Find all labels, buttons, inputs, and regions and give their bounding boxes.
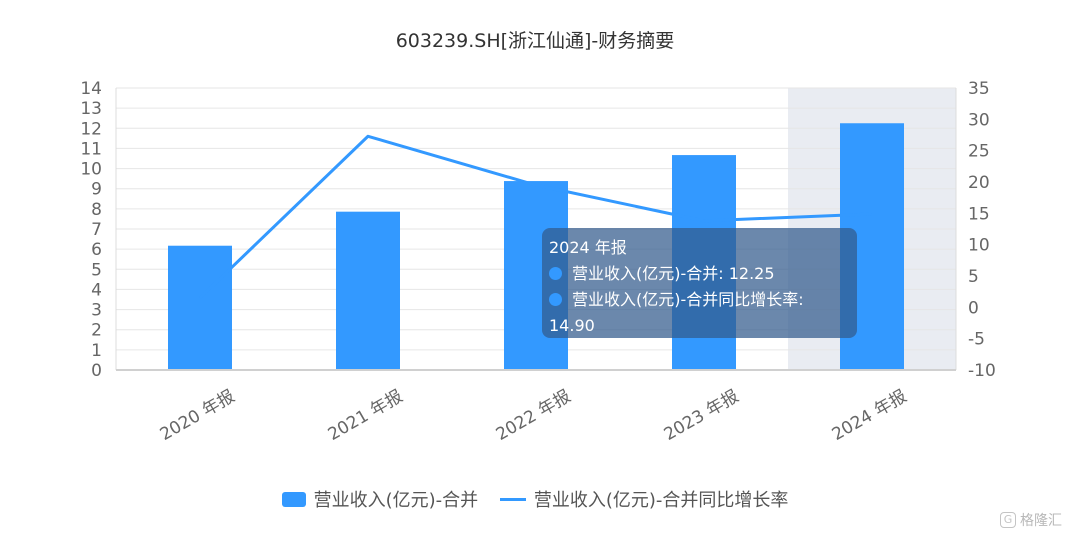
x-tick-label: 2021 年报 [325,386,407,445]
left-tick-label: 7 [91,220,102,240]
left-tick-label: 8 [91,200,102,220]
right-tick-label: 20 [968,173,990,193]
left-tick-label: 13 [80,99,102,119]
bar [168,245,232,370]
chart-title: 603239.SH[浙江仙通]-财务摘要 [395,30,675,52]
x-tick-label: 2020 年报 [157,386,239,445]
right-tick-label: -10 [968,361,996,381]
bar [336,211,400,370]
left-tick-label: 6 [91,240,102,260]
tooltip-line-marker-icon [549,293,562,306]
left-tick-label: 5 [91,260,102,280]
left-tick-label: 4 [91,280,102,300]
tooltip-bar-marker-icon [549,267,562,280]
tooltip-line-value: 14.90 [549,316,595,335]
legend-bar-swatch-icon [281,492,306,507]
tooltip-title: 2024 年报 [549,238,627,257]
x-tick-label: 2023 年报 [661,386,743,445]
left-tick-label: 10 [80,160,102,180]
right-tick-label: -5 [968,330,985,350]
right-tick-label: 5 [968,267,979,287]
right-tick-label: 35 [968,79,990,99]
watermark-logo-icon: G [1000,512,1016,528]
tooltip: 2024 年报 营业收入(亿元)-合并: 12.25 营业收入(亿元)-合并同比… [542,228,857,338]
left-tick-label: 11 [80,139,102,159]
left-tick-label: 0 [91,361,102,381]
watermark: G 格隆汇 [1000,510,1062,530]
legend-line-label: 营业收入(亿元)-合并同比增长率 [533,490,789,511]
left-tick-label: 2 [91,321,102,341]
legend-line-swatch-icon [499,498,526,501]
tooltip-line-label: 营业收入(亿元)-合并同比增长率: [572,290,804,309]
watermark-text: 格隆汇 [1020,513,1062,529]
x-tick-label: 2022 年报 [493,386,575,445]
left-tick-label: 3 [91,301,102,321]
right-tick-label: 15 [968,204,990,224]
legend: 营业收入(亿元)-合并 营业收入(亿元)-合并同比增长率 [0,486,1070,512]
legend-item-revenue[interactable]: 营业收入(亿元)-合并 [281,486,479,512]
x-tick-label: 2024 年报 [829,386,911,445]
left-tick-label: 12 [80,119,102,139]
right-tick-label: 25 [968,142,990,162]
right-tick-label: 0 [968,298,979,318]
legend-item-growth[interactable]: 营业收入(亿元)-合并同比增长率 [499,486,789,512]
tooltip-bar-value: 营业收入(亿元)-合并: 12.25 [572,264,775,283]
legend-bar-label: 营业收入(亿元)-合并 [313,490,479,511]
left-tick-label: 14 [80,79,102,99]
right-tick-label: 30 [968,110,990,130]
growth-line [198,134,873,300]
left-tick-label: 1 [91,341,102,361]
right-tick-label: 10 [968,236,990,256]
left-tick-label: 9 [91,180,102,200]
